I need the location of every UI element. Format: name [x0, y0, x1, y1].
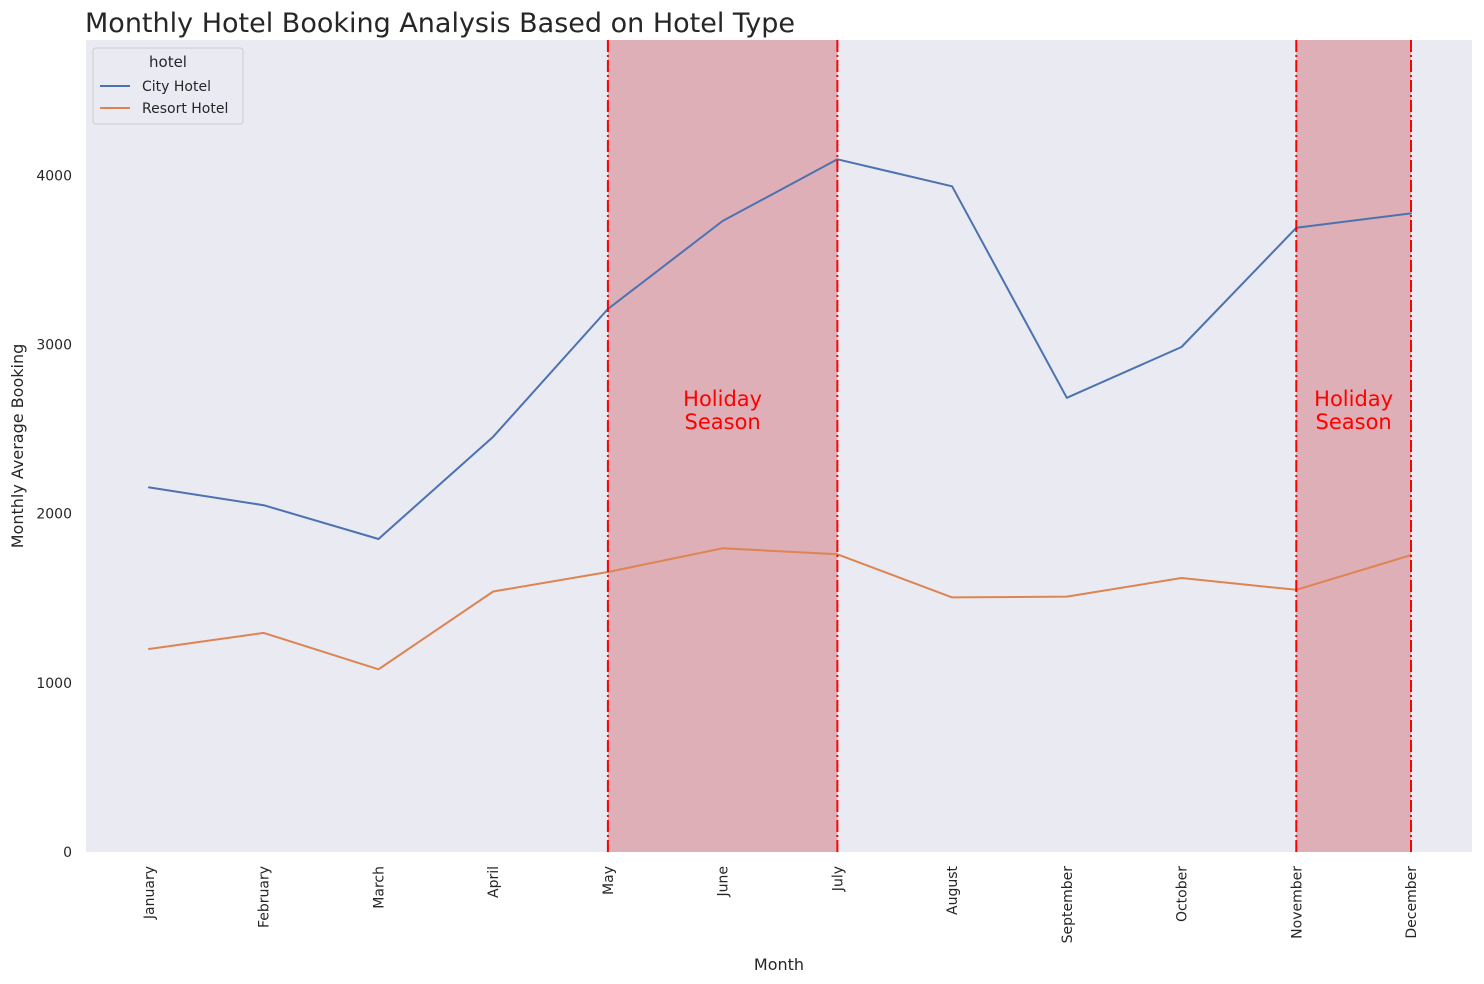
x-tick-label: August: [945, 865, 961, 915]
holiday-season-boundaries: [606, 40, 1412, 852]
series-lines: [148, 158, 1412, 671]
holiday-season-band: [1296, 40, 1411, 852]
y-axis-ticks: 0 1000 2000 3000 4000: [36, 168, 72, 861]
holiday-season-highlights: [607, 40, 1411, 852]
x-tick-label: June: [716, 866, 732, 898]
x-tick-label: July: [830, 866, 846, 892]
x-axis-label: Month: [754, 955, 804, 974]
y-tick-label: 0: [63, 845, 72, 861]
legend-title: hotel: [149, 53, 187, 71]
legend-label: City Hotel: [142, 79, 211, 95]
holiday-season-band: [607, 40, 838, 852]
x-tick-label: October: [1175, 866, 1191, 922]
x-axis-ticks: January February March April May June July Augu…: [142, 865, 1420, 943]
holiday-season-label-line: Holiday: [1314, 387, 1393, 411]
y-tick-label: 1000: [36, 676, 72, 692]
x-tick-label: November: [1289, 866, 1305, 939]
x-tick-label: February: [257, 866, 273, 928]
legend-items: City Hotel Resort Hotel: [100, 79, 228, 117]
y-tick-label: 2000: [36, 507, 72, 523]
legend-box: [92, 47, 244, 125]
x-tick-label: May: [601, 866, 617, 895]
x-tick-label: January: [142, 866, 158, 920]
x-tick-label: April: [486, 866, 502, 898]
holiday-season-label-line: Season: [1316, 410, 1392, 434]
series-line-city-hotel: [148, 158, 1412, 540]
series-line-resort-hotel: [148, 547, 1412, 671]
holiday-season-label: Holiday Season: [1314, 387, 1393, 434]
holiday-season-label-line: Season: [685, 410, 761, 434]
holiday-season-label-line: Holiday: [683, 387, 762, 411]
x-tick-label: March: [372, 866, 388, 909]
legend-label: Resort Hotel: [142, 101, 228, 117]
legend: hotel City Hotel Resort Hotel: [92, 47, 244, 125]
y-axis-label: Monthly Average Booking: [8, 344, 27, 549]
y-tick-label: 3000: [36, 338, 72, 354]
chart-title: Monthly Hotel Booking Analysis Based on …: [85, 8, 795, 39]
x-tick-label: December: [1404, 866, 1420, 939]
x-tick-label: September: [1060, 866, 1076, 944]
y-tick-label: 4000: [36, 168, 72, 184]
holiday-season-label: Holiday Season: [683, 387, 762, 434]
